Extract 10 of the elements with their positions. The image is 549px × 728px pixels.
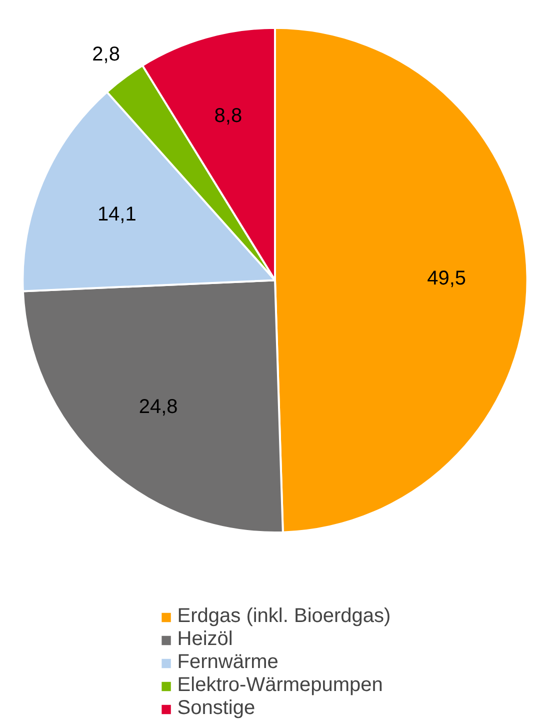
data-label: 49,5 (427, 267, 466, 290)
legend-label: Fernwärme (177, 651, 278, 674)
data-label: 14,1 (97, 204, 136, 226)
legend-label: Sonstige (177, 697, 256, 720)
data-label: 2,8 (92, 44, 120, 66)
data-label: 8,8 (214, 105, 242, 128)
data-label: 24,8 (138, 396, 178, 418)
legend-label: Erdgas (inkl. Bioerdgas) (177, 605, 391, 628)
legend-label: Elektro-Wärmepumpen (177, 674, 383, 697)
legend-label: Heizöl (177, 628, 233, 651)
